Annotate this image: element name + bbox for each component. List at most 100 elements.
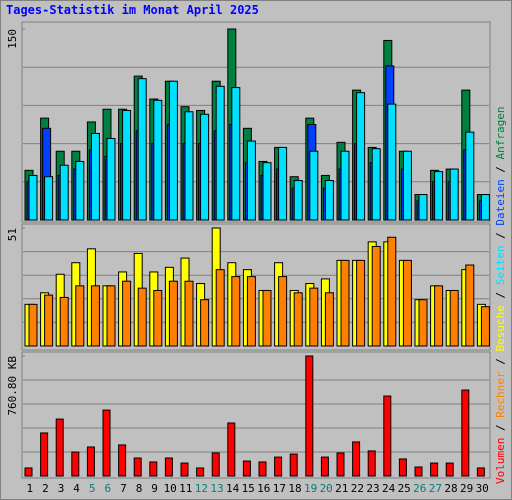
bar (445, 462, 454, 477)
bar (480, 194, 490, 221)
bar (90, 285, 100, 347)
bar (106, 138, 116, 221)
x-tick-label: 12 (195, 482, 208, 495)
x-tick-label: 5 (89, 482, 96, 495)
bar (293, 180, 303, 221)
legend: Volumen / Rechner / Besuche / Seiten / D… (494, 106, 507, 484)
bar (180, 462, 189, 477)
y-tick-label: 760.80 KB (6, 356, 19, 416)
legend-entry: Rechner (494, 371, 507, 418)
bar (449, 289, 459, 347)
legend-separator: / (494, 159, 507, 179)
bar (418, 299, 428, 347)
bar (309, 287, 319, 347)
legend-separator: / (494, 418, 507, 438)
bar (371, 246, 381, 347)
bar (465, 131, 475, 221)
bar (414, 466, 423, 477)
bar (106, 285, 116, 347)
bar (305, 355, 314, 477)
panel-frame (21, 223, 491, 351)
bar (383, 395, 392, 477)
bar (86, 446, 95, 477)
bar (398, 458, 407, 477)
bar (215, 269, 225, 347)
x-tick-label: 13 (210, 482, 223, 495)
x-tick-label: 24 (382, 482, 396, 495)
legend-entry: Dateien (494, 179, 507, 225)
bar (40, 432, 49, 477)
bar (215, 85, 225, 221)
bar (278, 276, 288, 347)
legend-separator: / (494, 285, 507, 305)
x-tick-label: 3 (58, 482, 65, 495)
legend-entry: Anfragen (494, 106, 507, 159)
bar (168, 280, 178, 347)
bar (137, 78, 147, 221)
bar (184, 111, 194, 221)
x-tick-label: 11 (179, 482, 192, 495)
bar (149, 461, 158, 477)
panel-frame (21, 351, 491, 479)
bar (324, 292, 334, 347)
bar (90, 132, 100, 221)
x-tick-label: 21 (335, 482, 348, 495)
bar (367, 450, 376, 477)
bar (418, 194, 428, 221)
bar (320, 456, 329, 477)
bar (118, 444, 127, 477)
bar (28, 303, 38, 347)
bar (340, 259, 350, 347)
bar (153, 289, 163, 347)
bar (434, 285, 444, 347)
x-tick-label: 18 (288, 482, 301, 495)
bar (480, 306, 490, 347)
bar (356, 92, 366, 221)
bar (122, 280, 132, 347)
bar (371, 148, 381, 221)
bar (71, 451, 80, 477)
x-tick-label: 8 (136, 482, 143, 495)
bar (44, 176, 54, 221)
bar (44, 294, 54, 347)
bar (430, 462, 439, 477)
bar (449, 168, 459, 221)
x-tick-label: 28 (444, 482, 457, 495)
legend-entry: Besuche (494, 305, 507, 351)
bar (24, 467, 33, 477)
x-tick-label: 23 (366, 482, 379, 495)
bar (461, 389, 470, 477)
y-tick-label: 150 (6, 29, 19, 49)
bar (246, 276, 256, 347)
y-tick-label: 51 (6, 228, 19, 241)
bar (352, 441, 361, 477)
bar (434, 171, 444, 221)
bar (465, 264, 475, 347)
bar (246, 140, 256, 221)
x-tick-label: 25 (398, 482, 411, 495)
chart-title: Tages-Statistik im Monat April 2025 (6, 3, 259, 17)
x-tick-label: 1 (26, 482, 33, 495)
bar (137, 287, 147, 347)
x-tick-label: 19 (304, 482, 317, 495)
bar (262, 289, 272, 347)
bar (200, 113, 210, 221)
x-tick-label: 7 (120, 482, 127, 495)
bar (59, 164, 69, 221)
bar (211, 452, 220, 477)
bar (258, 461, 267, 477)
bar (336, 452, 345, 477)
bar (402, 150, 412, 221)
x-tick-label: 2 (42, 482, 49, 495)
bar (402, 259, 412, 347)
bar (387, 236, 397, 347)
bar (231, 276, 241, 347)
legend-entry: Seiten (494, 246, 507, 286)
x-tick-label: 22 (351, 482, 364, 495)
bar (102, 409, 111, 477)
x-tick-label: 9 (151, 482, 158, 495)
bar (309, 150, 319, 221)
x-tick-label: 20 (320, 482, 333, 495)
x-tick-label: 29 (460, 482, 473, 495)
